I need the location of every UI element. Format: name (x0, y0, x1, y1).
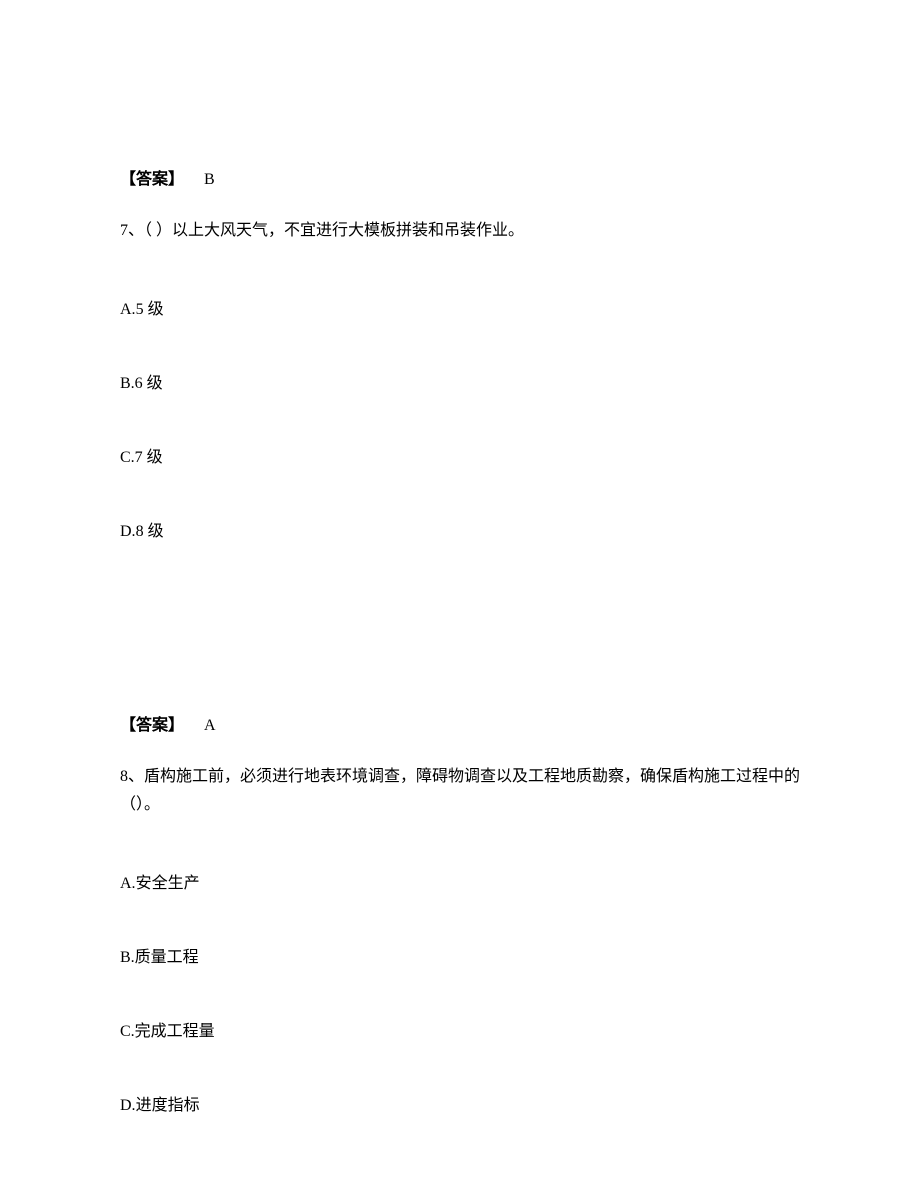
question-8: 8、盾构施工前，必须进行地表环境调查，障碍物调查以及工程地质勘察，确保盾构施工过… (120, 763, 820, 819)
option-letter-7d: D. (120, 523, 136, 540)
option-8b: B.质量工程 (120, 943, 820, 967)
option-letter-7b: B. (120, 375, 135, 392)
answer-value-1: B (204, 171, 215, 188)
option-letter-8b: B. (120, 949, 135, 966)
option-letter-7a: A. (120, 301, 136, 318)
option-8a: A.安全生产 (120, 869, 820, 893)
option-text-8d: 进度指标 (136, 1097, 200, 1114)
answer-block-1: 【答案】 B (120, 165, 820, 189)
option-7d: D.8 级 (120, 517, 820, 541)
question-number-7: 7、 (120, 222, 144, 239)
option-letter-8a: A. (120, 875, 136, 892)
option-7c: C.7 级 (120, 443, 820, 467)
option-text-7d: 8 级 (136, 523, 164, 540)
answer-label-2: 【答案】 (120, 717, 184, 734)
document-content: 【答案】 B 7、（ ）以上大风天气，不宜进行大模板拼装和吊装作业。 A.5 级… (0, 0, 920, 1115)
answer-block-2: 【答案】 A (120, 711, 820, 735)
option-7b: B.6 级 (120, 369, 820, 393)
option-text-7b: 6 级 (135, 375, 163, 392)
option-letter-8c: C. (120, 1023, 135, 1040)
spacer-1 (120, 591, 820, 711)
option-text-7a: 5 级 (136, 301, 164, 318)
option-letter-7c: C. (120, 449, 135, 466)
question-text-8: 盾构施工前，必须进行地表环境调查，障碍物调查以及工程地质勘察，确保盾构施工过程中… (120, 768, 800, 813)
question-7: 7、（ ）以上大风天气，不宜进行大模板拼装和吊装作业。 (120, 217, 820, 245)
question-number-8: 8、 (120, 768, 144, 785)
option-text-8b: 质量工程 (135, 949, 199, 966)
option-7a: A.5 级 (120, 295, 820, 319)
option-text-8c: 完成工程量 (135, 1023, 215, 1040)
option-text-7c: 7 级 (135, 449, 163, 466)
option-8d: D.进度指标 (120, 1091, 820, 1115)
question-text-7: （ ）以上大风天气，不宜进行大模板拼装和吊装作业。 (144, 222, 524, 239)
answer-value-2: A (204, 717, 216, 734)
option-8c: C.完成工程量 (120, 1017, 820, 1041)
option-letter-8d: D. (120, 1097, 136, 1114)
option-text-8a: 安全生产 (136, 875, 200, 892)
answer-label-1: 【答案】 (120, 171, 184, 188)
